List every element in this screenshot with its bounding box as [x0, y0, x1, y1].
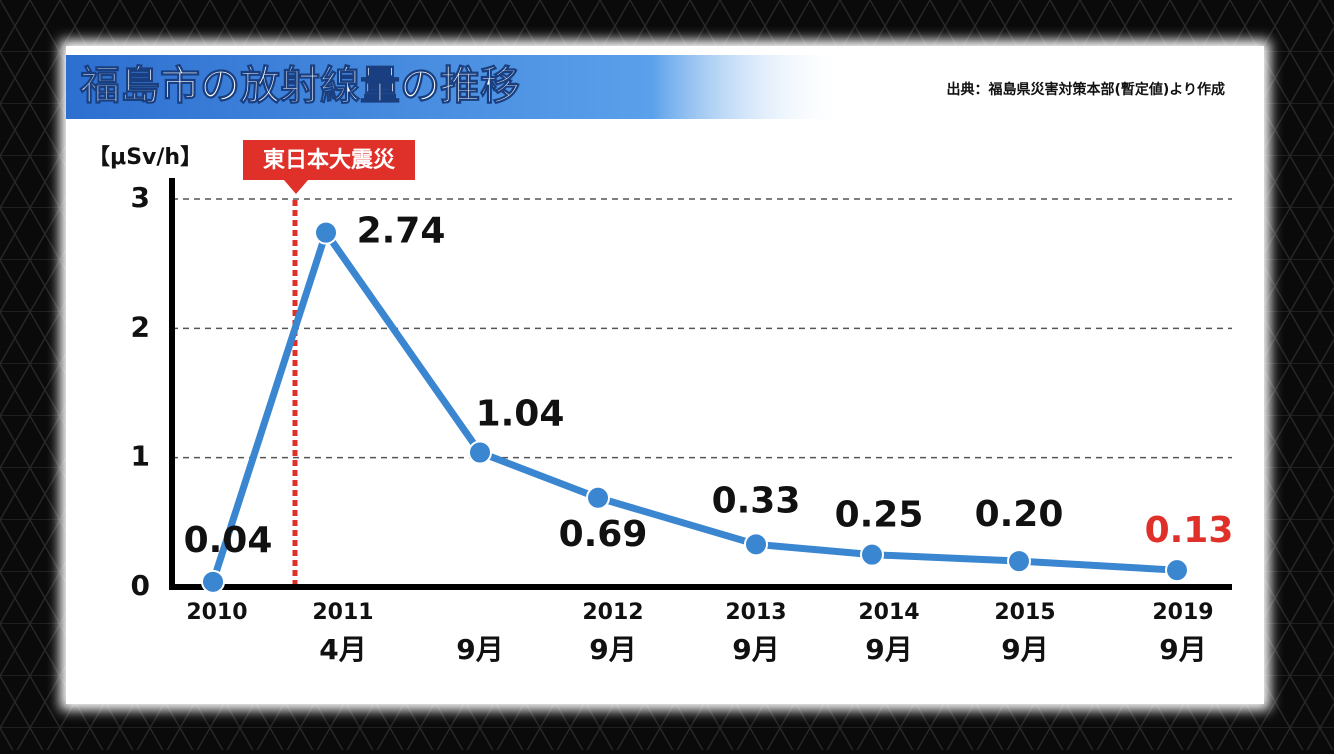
x-tick-label: 2015 — [994, 600, 1055, 625]
data-point — [1165, 558, 1189, 583]
x-tick-label: 2011 — [312, 600, 373, 625]
data-point — [468, 440, 492, 465]
data-label: 2.74 — [357, 211, 446, 252]
x-tick-label: 9月 — [456, 633, 503, 666]
annotation-box — [243, 140, 415, 180]
chart-title: 福島市の放射線量の推移 — [79, 63, 520, 109]
x-tick-label: 9月 — [1159, 633, 1206, 666]
data-label: 0.25 — [835, 495, 924, 536]
x-tick-label: 2013 — [725, 600, 786, 625]
y-tick-label: 2 — [131, 310, 150, 343]
y-axis-label: 【μSv/h】 — [88, 145, 202, 170]
data-label: 0.33 — [712, 480, 801, 521]
x-tick-label: 9月 — [1001, 633, 1048, 666]
data-point — [860, 542, 884, 567]
x-tick-label: 4月 — [319, 633, 366, 666]
data-point — [314, 220, 338, 245]
data-label: 0.20 — [975, 494, 1064, 535]
x-tick-label: 2010 — [186, 600, 247, 625]
data-label: 1.04 — [476, 393, 565, 434]
data-label: 0.13 — [1145, 510, 1234, 551]
x-tick-label: 2012 — [582, 600, 643, 625]
x-tick-label: 9月 — [865, 633, 912, 666]
y-tick-label: 1 — [131, 440, 150, 473]
annotation-pointer — [284, 180, 308, 194]
x-tick-label: 2014 — [858, 600, 919, 625]
title-banner — [66, 55, 846, 119]
y-tick-label: 3 — [131, 181, 150, 214]
x-tick-label: 9月 — [732, 633, 779, 666]
data-point — [1007, 549, 1031, 574]
data-label: 0.04 — [184, 520, 273, 561]
data-line — [209, 229, 1178, 583]
data-label: 0.69 — [559, 514, 648, 555]
source: 出典：福島県災害対策本部(暫定値)より作成 — [946, 81, 1225, 98]
x-tick-label: 2019 — [1152, 600, 1213, 625]
x-tick-label: 9月 — [589, 633, 636, 666]
data-point — [586, 485, 610, 510]
data-point — [201, 569, 225, 594]
y-tick-label: 0 — [131, 569, 150, 602]
data-point — [744, 532, 768, 557]
annotation: 東日本大震災 — [263, 148, 396, 173]
